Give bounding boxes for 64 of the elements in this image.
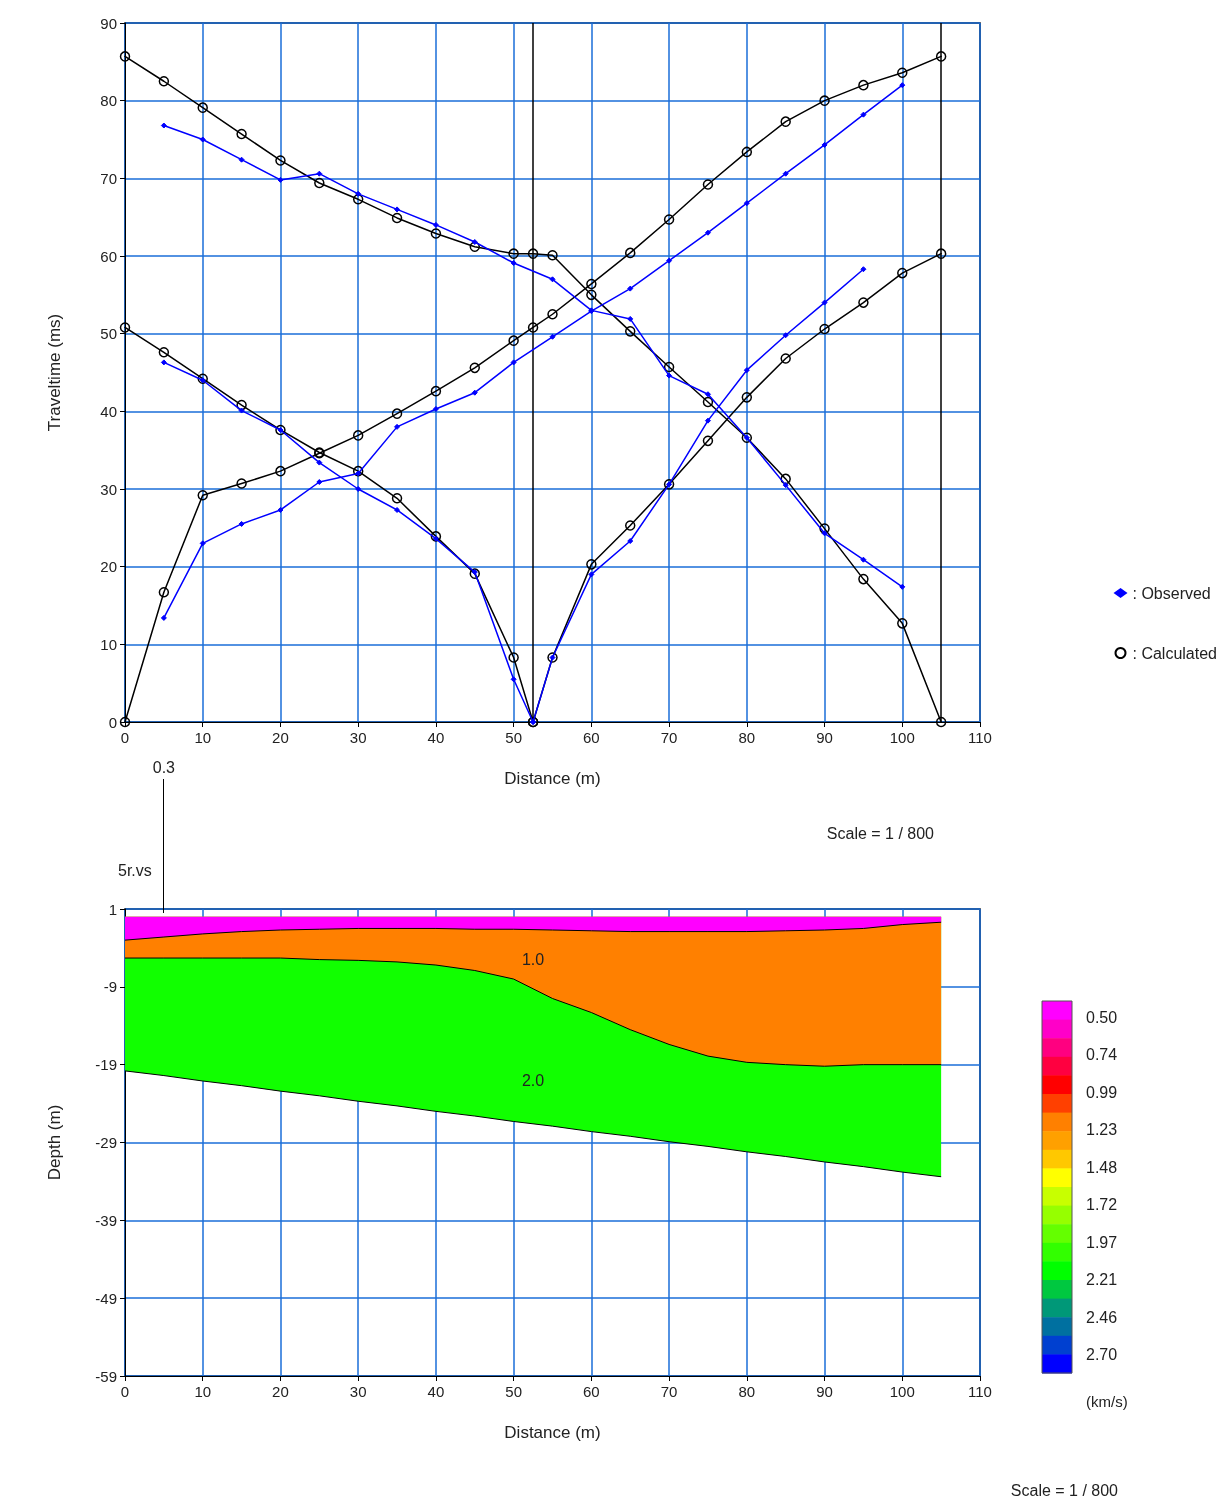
y-tick-label: -29 bbox=[95, 1134, 117, 1151]
y-tick-label: 70 bbox=[100, 169, 117, 187]
annotation: 2.0 bbox=[521, 1071, 545, 1089]
x-tick-label: 70 bbox=[660, 729, 678, 746]
x-tick-label: 60 bbox=[583, 729, 600, 746]
y-tick-label: -19 bbox=[95, 1056, 117, 1074]
color-bar-label: 0.74 bbox=[1086, 1046, 1118, 1064]
x-tick-label: 50 bbox=[505, 729, 522, 746]
annotation: 1.0 bbox=[521, 951, 545, 969]
y-tick-label: 1 bbox=[108, 900, 117, 918]
x-tick-label: 20 bbox=[272, 729, 289, 746]
text: Scale = 1 / 800 bbox=[1010, 1481, 1119, 1499]
color-bar-label: 2.21 bbox=[1086, 1271, 1118, 1289]
x-axis-title: Distance (m) bbox=[504, 769, 601, 788]
x-tick-label: 80 bbox=[738, 1383, 756, 1400]
y-axis-title: Traveltime (ms) bbox=[45, 313, 64, 432]
y-tick-label: 20 bbox=[100, 558, 117, 576]
y-tick-label: 0 bbox=[108, 713, 117, 731]
x-axis-title: Distance (m) bbox=[504, 1423, 601, 1442]
color-bar-label: 1.97 bbox=[1086, 1234, 1118, 1252]
x-tick-label: 0 bbox=[120, 729, 130, 746]
x-tick-label: 70 bbox=[660, 1383, 678, 1400]
y-tick-label: 40 bbox=[100, 402, 117, 420]
legend-label: : Observed bbox=[1132, 584, 1211, 602]
color-bar-title: (km/s) bbox=[1086, 1392, 1128, 1410]
color-bar-label: 2.70 bbox=[1086, 1346, 1118, 1364]
x-tick-label: 20 bbox=[272, 1383, 289, 1400]
text: Scale = 1 / 800 bbox=[826, 824, 935, 842]
color-bar-label: 0.99 bbox=[1086, 1084, 1118, 1102]
color-bar-label: 1.23 bbox=[1086, 1121, 1118, 1139]
legend-label: : Calculated bbox=[1132, 644, 1218, 662]
x-tick-label: 30 bbox=[349, 1383, 367, 1400]
color-bar-label: 0.50 bbox=[1086, 1009, 1118, 1027]
x-tick-label: 90 bbox=[816, 1383, 833, 1400]
y-tick-label: 90 bbox=[100, 14, 117, 32]
y-tick-label: 80 bbox=[100, 92, 117, 110]
x-tick-label: 110 bbox=[968, 729, 992, 746]
y-tick-label: 10 bbox=[100, 635, 117, 653]
x-tick-label: 10 bbox=[194, 1383, 212, 1400]
x-tick-label: 0 bbox=[120, 1383, 130, 1400]
y-tick-label: -9 bbox=[103, 978, 117, 996]
x-tick-label: 80 bbox=[738, 729, 756, 746]
y-tick-label: 60 bbox=[100, 247, 117, 265]
annotation: 0.3 bbox=[152, 758, 176, 776]
color-bar-label: 1.48 bbox=[1086, 1159, 1118, 1177]
y-tick-label: 50 bbox=[100, 325, 117, 343]
x-tick-label: 30 bbox=[349, 729, 367, 746]
y-tick-label: -49 bbox=[95, 1289, 117, 1307]
x-tick-label: 90 bbox=[816, 729, 833, 746]
x-tick-label: 100 bbox=[889, 729, 915, 746]
y-axis-title: Depth (m) bbox=[45, 1104, 64, 1181]
x-tick-label: 100 bbox=[889, 1383, 915, 1400]
color-bar-label: 1.72 bbox=[1086, 1196, 1118, 1214]
x-tick-label: 110 bbox=[968, 1383, 992, 1400]
y-tick-label: -59 bbox=[95, 1367, 117, 1385]
x-tick-label: 40 bbox=[427, 1383, 445, 1400]
y-tick-label: -39 bbox=[95, 1211, 117, 1229]
x-tick-label: 40 bbox=[427, 729, 445, 746]
color-bar-label: 2.46 bbox=[1086, 1309, 1118, 1327]
x-tick-label: 10 bbox=[194, 729, 212, 746]
x-tick-label: 50 bbox=[505, 1383, 522, 1400]
y-tick-label: 30 bbox=[100, 480, 117, 498]
text: 5r.vs bbox=[118, 861, 152, 879]
x-tick-label: 60 bbox=[583, 1383, 600, 1400]
